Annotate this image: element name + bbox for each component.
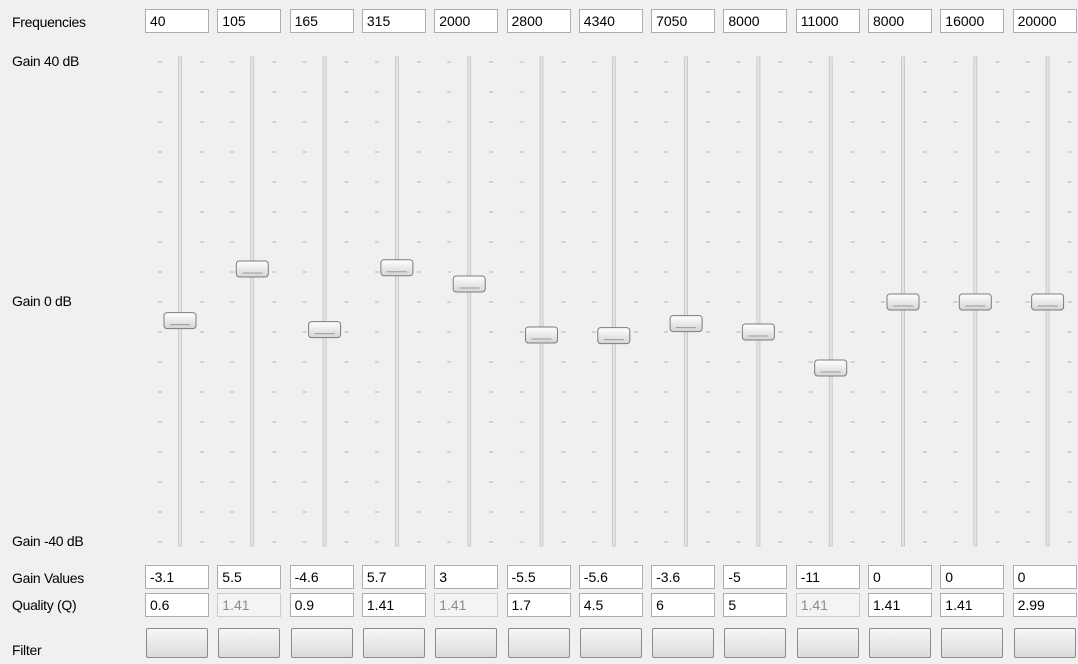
- row-label: Frequencies: [12, 14, 86, 30]
- filter-button[interactable]: [869, 628, 931, 658]
- gain-input[interactable]: 0: [940, 565, 1005, 589]
- quality-input[interactable]: 0.9: [289, 593, 354, 617]
- frequency-input[interactable]: 2000: [434, 9, 499, 33]
- slider-track: [394, 56, 399, 547]
- quality-input[interactable]: 2.99: [1012, 593, 1077, 617]
- slider-thumb[interactable]: [452, 275, 486, 293]
- slider-track: [684, 56, 688, 547]
- slider-thumb[interactable]: [597, 327, 631, 345]
- filter-button[interactable]: [507, 628, 570, 658]
- gain-input[interactable]: -3.1: [145, 565, 209, 589]
- filter-button[interactable]: [724, 628, 787, 658]
- slider-thumb[interactable]: [163, 312, 197, 330]
- filter-button[interactable]: [435, 628, 498, 658]
- slider-track: [322, 56, 327, 547]
- quality-input[interactable]: 1.41: [361, 593, 426, 617]
- filter-button[interactable]: [218, 628, 281, 658]
- frequency-input[interactable]: 4340: [578, 9, 643, 33]
- gain-input[interactable]: -5.6: [578, 565, 643, 589]
- frequency-input[interactable]: 40: [145, 9, 209, 33]
- slider-track: [467, 56, 472, 547]
- frequency-input[interactable]: 315: [361, 9, 426, 33]
- frequency-input[interactable]: 11000: [795, 9, 860, 33]
- filter-button[interactable]: [362, 628, 425, 658]
- frequency-input[interactable]: 16000: [940, 9, 1005, 33]
- slider-track: [756, 56, 761, 547]
- gain-scale-label: Gain 40 dB: [12, 53, 80, 69]
- filter-button[interactable]: [941, 628, 1004, 658]
- quality-input[interactable]: 1.41: [434, 593, 499, 617]
- frequency-input[interactable]: 7050: [651, 9, 716, 33]
- gain-input[interactable]: -5: [723, 565, 788, 589]
- slider-thumb[interactable]: [669, 315, 703, 333]
- frequency-input[interactable]: 165: [289, 9, 354, 33]
- filter-button[interactable]: [1013, 628, 1076, 658]
- row-label: Quality (Q): [12, 597, 77, 613]
- slider-track: [539, 56, 544, 547]
- quality-input[interactable]: 1.41: [940, 593, 1005, 617]
- quality-input[interactable]: 1.41: [795, 593, 860, 617]
- filter-button[interactable]: [146, 628, 208, 658]
- filter-button[interactable]: [652, 628, 715, 658]
- gain-input[interactable]: 5.5: [217, 565, 282, 589]
- filter-button[interactable]: [579, 628, 642, 658]
- gain-input[interactable]: 0: [1012, 565, 1077, 589]
- row-label: Gain Values: [12, 570, 84, 586]
- quality-input[interactable]: 4.5: [578, 593, 643, 617]
- gain-input[interactable]: -11: [795, 565, 860, 589]
- quality-input[interactable]: 1.7: [506, 593, 571, 617]
- slider-track: [828, 56, 833, 547]
- frequency-input[interactable]: 20000: [1012, 9, 1077, 33]
- slider-thumb[interactable]: [525, 326, 558, 344]
- quality-input[interactable]: 6: [651, 593, 716, 617]
- gain-input[interactable]: -3.6: [651, 565, 716, 589]
- slider-thumb[interactable]: [958, 293, 992, 311]
- quality-input[interactable]: 1.41: [868, 593, 932, 617]
- slider-thumb[interactable]: [1031, 293, 1065, 311]
- gain-input[interactable]: -4.6: [289, 565, 354, 589]
- quality-input[interactable]: 1.41: [217, 593, 282, 617]
- gain-input[interactable]: -5.5: [506, 565, 571, 589]
- slider-thumb[interactable]: [814, 359, 848, 377]
- slider-thumb[interactable]: [235, 260, 269, 278]
- frequency-input[interactable]: 8000: [723, 9, 788, 33]
- quality-input[interactable]: 0.6: [145, 593, 209, 617]
- row-label: Filter: [12, 642, 42, 658]
- filter-button[interactable]: [290, 628, 353, 658]
- frequency-input[interactable]: 2800: [506, 9, 571, 33]
- gain-input[interactable]: 3: [434, 565, 499, 589]
- gain-input[interactable]: 5.7: [361, 565, 426, 589]
- gain-input[interactable]: 0: [868, 565, 932, 589]
- gain-scale-label: Gain -40 dB: [12, 533, 84, 549]
- gain-scale-label: Gain 0 dB: [12, 293, 72, 309]
- slider-thumb[interactable]: [886, 293, 920, 311]
- filter-button[interactable]: [796, 628, 859, 658]
- frequency-input[interactable]: 105: [217, 9, 282, 33]
- slider-track: [178, 56, 182, 547]
- frequency-input[interactable]: 8000: [868, 9, 932, 33]
- slider-track: [250, 56, 255, 547]
- slider-thumb[interactable]: [308, 321, 342, 339]
- slider-thumb[interactable]: [741, 323, 775, 341]
- quality-input[interactable]: 5: [723, 593, 788, 617]
- slider-track: [611, 56, 616, 547]
- slider-thumb[interactable]: [380, 259, 414, 277]
